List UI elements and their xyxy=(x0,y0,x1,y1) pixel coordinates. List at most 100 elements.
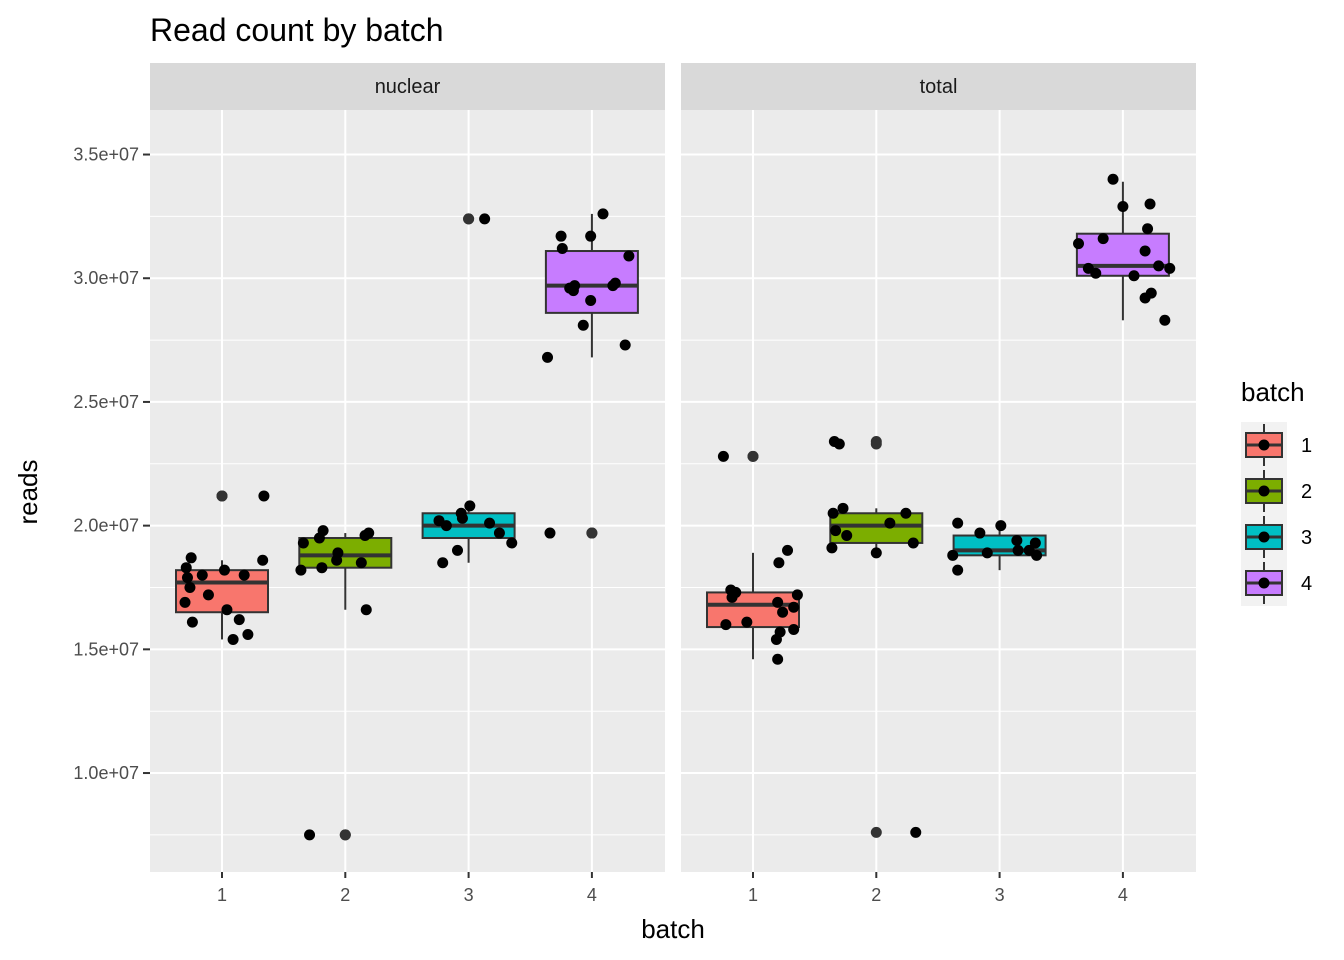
data-point xyxy=(316,562,328,574)
data-point xyxy=(555,230,567,242)
data-point xyxy=(623,250,635,262)
legend-key-point xyxy=(1258,531,1270,543)
chart-title: Read count by batch xyxy=(150,12,444,48)
legend-label: 3 xyxy=(1301,527,1312,549)
data-point xyxy=(774,626,786,638)
legend-label: 2 xyxy=(1301,481,1312,503)
legend-key-point xyxy=(1258,577,1270,589)
data-point xyxy=(1011,534,1023,546)
data-point xyxy=(870,547,882,559)
data-point xyxy=(1107,173,1119,185)
data-point xyxy=(242,628,254,640)
data-point xyxy=(1117,200,1129,212)
data-point xyxy=(585,230,597,242)
data-point xyxy=(730,586,742,598)
data-point xyxy=(542,351,554,363)
x-tick-label: 4 xyxy=(1118,885,1128,905)
data-point xyxy=(585,295,597,306)
strip-nuclear xyxy=(150,63,665,110)
data-point xyxy=(777,606,789,618)
legend-key-point xyxy=(1258,439,1270,451)
data-point xyxy=(1029,537,1041,549)
outlier-point xyxy=(586,527,598,539)
panels: nuclear 1 2 3 4 total 1 2 3 4 xyxy=(150,63,1196,905)
data-point xyxy=(181,572,193,584)
data-point xyxy=(1159,314,1171,326)
outlier-point xyxy=(870,438,882,450)
data-point xyxy=(981,547,993,559)
y-tick-label: 3.5e+07 xyxy=(73,145,139,165)
legend-items: 1 2 3 4 xyxy=(1241,422,1312,606)
outlier-point xyxy=(463,213,475,225)
box-nuclear-batch-4 xyxy=(544,213,639,539)
data-point xyxy=(720,619,732,631)
legend-item-3: 3 xyxy=(1241,514,1312,560)
data-point xyxy=(479,213,491,225)
plot-background-nuclear xyxy=(150,110,665,872)
x-axis-title: batch xyxy=(641,914,705,944)
data-point xyxy=(218,564,230,576)
outlier-point xyxy=(339,829,351,841)
data-point xyxy=(1139,245,1151,257)
legend-item-1: 1 xyxy=(1241,422,1312,468)
box-body xyxy=(298,537,393,569)
data-point xyxy=(609,277,621,289)
data-point xyxy=(1153,260,1165,272)
data-point xyxy=(830,525,842,537)
data-point xyxy=(556,243,568,255)
data-point xyxy=(544,527,556,539)
data-point xyxy=(304,829,316,841)
x-tick-label: 1 xyxy=(748,885,758,905)
data-point xyxy=(900,507,912,519)
data-point xyxy=(332,547,344,559)
data-point xyxy=(841,530,853,542)
data-point xyxy=(506,537,518,549)
data-point xyxy=(782,544,794,556)
points-nuclear xyxy=(179,208,635,841)
data-point xyxy=(179,596,191,608)
data-point xyxy=(297,537,309,549)
box-total-batch-2 xyxy=(829,436,924,838)
data-point xyxy=(1128,270,1140,282)
data-point xyxy=(717,450,729,462)
data-point xyxy=(1012,544,1024,556)
data-point xyxy=(464,500,476,512)
outlier-point xyxy=(747,450,759,462)
data-point xyxy=(1031,549,1043,561)
data-point xyxy=(837,502,849,514)
data-point xyxy=(974,527,986,539)
strip-total xyxy=(681,63,1196,110)
y-axis: 1.0e+07 1.5e+07 2.0e+07 2.5e+07 3.0e+07 3.5e+… xyxy=(73,145,150,783)
data-point xyxy=(772,653,784,665)
strip-label-nuclear: nuclear xyxy=(375,76,441,98)
data-point xyxy=(772,596,784,608)
data-point xyxy=(947,549,959,561)
data-point xyxy=(452,544,464,556)
data-point xyxy=(184,581,196,593)
data-point xyxy=(437,557,449,569)
data-point xyxy=(1145,287,1157,299)
data-point xyxy=(597,208,609,220)
y-axis-title: reads xyxy=(13,459,43,524)
data-point xyxy=(826,542,838,554)
panel-total: total 1 2 3 4 xyxy=(681,63,1196,905)
data-point xyxy=(833,438,845,450)
data-point xyxy=(363,527,375,539)
data-point xyxy=(910,826,922,838)
legend: batch 1 2 3 4 xyxy=(1241,377,1312,606)
x-tick-label: 3 xyxy=(464,885,474,905)
points-total xyxy=(717,173,1176,838)
data-point xyxy=(227,633,239,645)
data-point xyxy=(1164,262,1176,274)
data-point xyxy=(791,589,803,601)
data-point xyxy=(1144,198,1156,210)
legend-item-4: 4 xyxy=(1241,560,1312,606)
y-tick-label: 3.0e+07 xyxy=(73,268,139,288)
y-tick-label: 1.5e+07 xyxy=(73,639,139,659)
data-point xyxy=(484,517,496,529)
data-point xyxy=(185,552,197,564)
plot-background-total xyxy=(681,110,1196,872)
data-point xyxy=(440,520,452,532)
data-point xyxy=(788,624,800,636)
